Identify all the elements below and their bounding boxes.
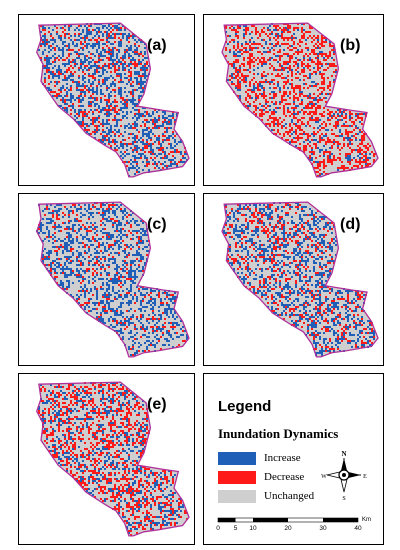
west-label: W — [321, 474, 327, 480]
panel-label-b: (b) — [340, 37, 361, 54]
inundation-map-d — [221, 201, 379, 358]
scale-tick-5: 5 — [234, 525, 238, 532]
scale-bar: 0 5 10 20 30 40 Km — [216, 517, 371, 532]
region-boundary — [221, 22, 379, 178]
region-boundary — [35, 22, 190, 178]
legend-title: Legend — [218, 398, 272, 415]
panel-label-e: (e) — [147, 396, 167, 413]
legend-swatch-decrease — [218, 471, 256, 484]
inundation-map-e — [35, 381, 190, 537]
legend-swatch-unchanged — [218, 490, 256, 503]
north-label: N — [341, 450, 346, 458]
legend-swatch-increase — [218, 452, 256, 465]
change-pixels — [225, 23, 377, 177]
north-arrow-icon: N S W E — [321, 450, 367, 500]
scale-tick-0: 0 — [216, 525, 220, 532]
map-panel-a: (a) — [18, 14, 195, 186]
scale-tick-40: 40 — [354, 525, 362, 532]
change-pixels — [38, 23, 188, 177]
map-panel-c: (c) — [18, 193, 195, 366]
inundation-map-b — [221, 22, 379, 178]
inundation-map-c — [35, 201, 190, 358]
region-fill — [36, 382, 190, 536]
map-panel-e: (e) — [18, 373, 195, 545]
change-pixels — [36, 202, 188, 356]
panel-label-a: (a) — [147, 37, 167, 54]
scale-tick-20: 20 — [284, 525, 292, 532]
legend-label-increase: Increase — [264, 452, 301, 464]
region-boundary — [221, 201, 379, 358]
region-boundary — [35, 201, 190, 358]
legend-panel: Legend Inundation Dynamics Increase Decr… — [203, 373, 384, 545]
inundation-map-a — [35, 22, 190, 178]
change-pixels — [38, 382, 188, 536]
legend-label-unchanged: Unchanged — [264, 490, 315, 502]
legend-subtitle: Inundation Dynamics — [218, 426, 339, 441]
legend-label-decrease: Decrease — [264, 471, 305, 483]
region-boundary — [35, 381, 190, 537]
south-label: S — [342, 496, 345, 500]
map-panel-b: (b) — [203, 14, 384, 186]
map-panel-d: (d) — [203, 193, 384, 366]
scale-tick-30: 30 — [319, 525, 327, 532]
scale-tick-10: 10 — [249, 525, 257, 532]
panel-label-d: (d) — [340, 216, 361, 233]
scale-unit: Km — [362, 517, 371, 523]
east-label: E — [363, 474, 367, 480]
panel-label-c: (c) — [147, 216, 167, 233]
